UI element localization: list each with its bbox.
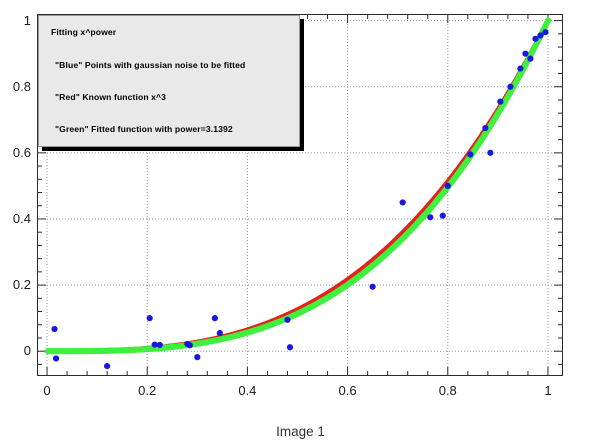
figure-caption: Image 1 xyxy=(276,424,325,439)
y-tick-label: 0.6 xyxy=(12,144,31,160)
legend-title: Fitting x^power xyxy=(51,27,117,37)
x-tick-label: 0.4 xyxy=(238,383,257,398)
y-tick-label: 0 xyxy=(23,343,31,359)
x-tick-label: 0.8 xyxy=(438,383,457,398)
x-tick-label: 1 xyxy=(544,383,552,398)
legend-entry-red: "Red" Known function x^3 xyxy=(55,92,167,102)
legend-entry-blue: "Blue" Points with gaussian noise to be … xyxy=(55,60,246,70)
y-tick-label: 0.2 xyxy=(12,277,31,293)
x-tick-label: 0.2 xyxy=(138,383,157,398)
y-tick-label: 0.4 xyxy=(12,210,31,226)
x-tick-label: 0 xyxy=(43,383,51,398)
x-tick-label: 0.6 xyxy=(338,383,357,398)
legend-entry-green: "Green" Fitted function with power=3.139… xyxy=(55,124,233,134)
y-tick-label: 0.8 xyxy=(12,78,31,94)
legend-box: Fitting x^power "Blue" Points with gauss… xyxy=(38,15,300,147)
y-tick-label: 1 xyxy=(23,12,31,28)
